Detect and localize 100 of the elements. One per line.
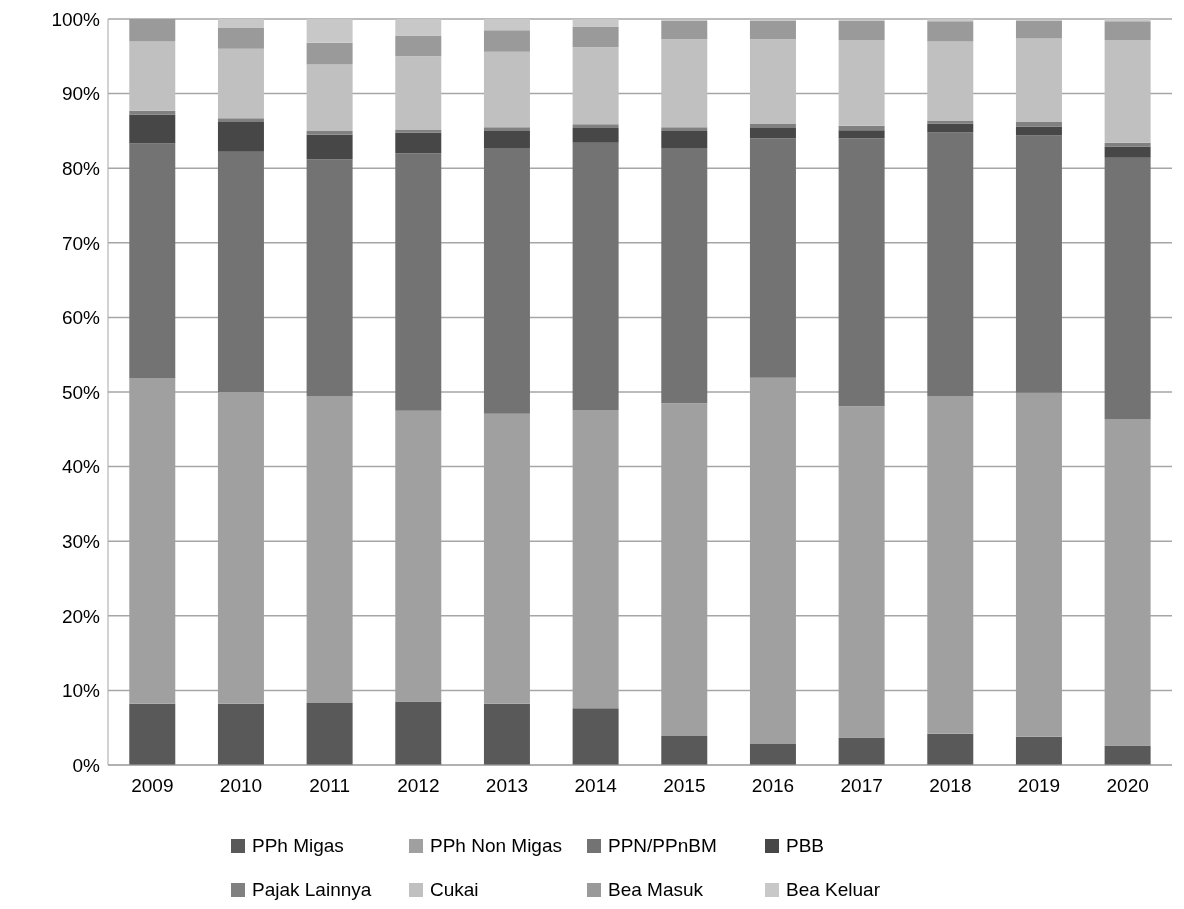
bar bbox=[306, 130, 353, 135]
legend-label: Bea Masuk bbox=[608, 879, 704, 901]
bar bbox=[129, 703, 176, 765]
x-tick-label: 2019 bbox=[1017, 775, 1061, 797]
x-tick-label: 2020 bbox=[1106, 775, 1149, 797]
y-tick-label: 0% bbox=[72, 754, 101, 776]
x-tick-label: 2010 bbox=[219, 775, 263, 797]
legend-label: PBB bbox=[786, 835, 825, 857]
y-tick-label: 70% bbox=[61, 232, 101, 254]
bar bbox=[483, 30, 530, 52]
bar bbox=[927, 123, 974, 133]
y-tick-label: 80% bbox=[61, 157, 101, 179]
bar bbox=[217, 27, 264, 49]
bar bbox=[217, 19, 264, 28]
y-tick-label: 100% bbox=[51, 8, 101, 30]
y-tick-label: 10% bbox=[61, 680, 101, 702]
bar bbox=[572, 47, 619, 125]
bar bbox=[1104, 157, 1151, 420]
x-tick-label: 2016 bbox=[751, 775, 795, 797]
x-tick-label: 2015 bbox=[663, 775, 706, 797]
bar bbox=[1104, 146, 1151, 158]
bar bbox=[395, 701, 442, 765]
legend-label: PPN/PPnBM bbox=[608, 835, 717, 857]
bar bbox=[129, 143, 176, 379]
y-tick-label: 60% bbox=[61, 307, 101, 329]
bar bbox=[749, 39, 796, 124]
bar bbox=[572, 124, 619, 128]
bar bbox=[395, 56, 442, 130]
bar bbox=[661, 130, 708, 149]
bar bbox=[572, 19, 619, 27]
bar bbox=[1104, 142, 1151, 147]
bar bbox=[217, 151, 264, 392]
bar bbox=[217, 121, 264, 152]
bar bbox=[572, 142, 619, 410]
bar bbox=[306, 703, 353, 765]
x-tick-label: 2013 bbox=[485, 775, 529, 797]
bar bbox=[1015, 135, 1062, 393]
bar bbox=[306, 19, 353, 43]
legend-label: Bea Keluar bbox=[786, 879, 881, 901]
bar bbox=[217, 703, 264, 765]
bar bbox=[395, 153, 442, 411]
legend-label: Cukai bbox=[430, 879, 479, 901]
bar bbox=[483, 19, 530, 31]
bar bbox=[661, 39, 708, 128]
bar bbox=[395, 129, 442, 133]
bar bbox=[483, 148, 530, 414]
bar bbox=[1015, 38, 1062, 122]
bar bbox=[129, 114, 176, 144]
y-tick-label: 40% bbox=[61, 456, 101, 478]
x-tick-label: 2018 bbox=[929, 775, 972, 797]
bar bbox=[572, 127, 619, 143]
bar bbox=[838, 130, 885, 139]
bar bbox=[927, 120, 974, 124]
bar bbox=[927, 21, 974, 42]
bar bbox=[306, 42, 353, 65]
bar bbox=[483, 703, 530, 765]
bar bbox=[217, 48, 264, 119]
bar bbox=[927, 132, 974, 397]
bar bbox=[838, 138, 885, 407]
x-tick-label: 2009 bbox=[131, 775, 174, 797]
bar bbox=[395, 35, 442, 57]
bar bbox=[129, 41, 176, 111]
bar bbox=[927, 733, 974, 765]
x-tick-label: 2011 bbox=[309, 775, 351, 797]
bar bbox=[306, 64, 353, 131]
x-tick-label: 2017 bbox=[840, 775, 883, 797]
bar bbox=[483, 130, 530, 149]
x-tick-label: 2014 bbox=[574, 775, 618, 797]
legend-label: Pajak Lainnya bbox=[252, 879, 372, 901]
bar bbox=[483, 51, 530, 128]
y-tick-label: 20% bbox=[61, 605, 101, 627]
bar bbox=[749, 744, 796, 765]
bar bbox=[1104, 21, 1151, 40]
bar bbox=[217, 118, 264, 122]
bar bbox=[572, 26, 619, 48]
bar bbox=[1015, 126, 1062, 136]
bar bbox=[927, 41, 974, 121]
bar bbox=[1104, 745, 1151, 765]
bar bbox=[838, 39, 885, 126]
bar bbox=[306, 134, 353, 160]
bar bbox=[1104, 39, 1151, 143]
bar bbox=[1015, 736, 1062, 765]
y-tick-label: 30% bbox=[61, 530, 101, 552]
y-tick-label: 50% bbox=[61, 381, 101, 403]
bar bbox=[661, 148, 708, 404]
legend-label: PPh Non Migas bbox=[430, 835, 563, 857]
bar bbox=[395, 19, 442, 36]
bar bbox=[661, 735, 708, 765]
bar bbox=[483, 127, 530, 131]
legend-label: PPh Migas bbox=[252, 835, 344, 857]
bar bbox=[749, 127, 796, 139]
bar bbox=[572, 708, 619, 765]
bar bbox=[306, 159, 353, 397]
y-tick-label: 90% bbox=[61, 83, 101, 105]
bar bbox=[749, 123, 796, 128]
bar bbox=[749, 138, 796, 378]
bar bbox=[661, 127, 708, 131]
x-tick-label: 2012 bbox=[397, 775, 440, 797]
bar bbox=[395, 132, 442, 154]
bar bbox=[838, 737, 885, 765]
